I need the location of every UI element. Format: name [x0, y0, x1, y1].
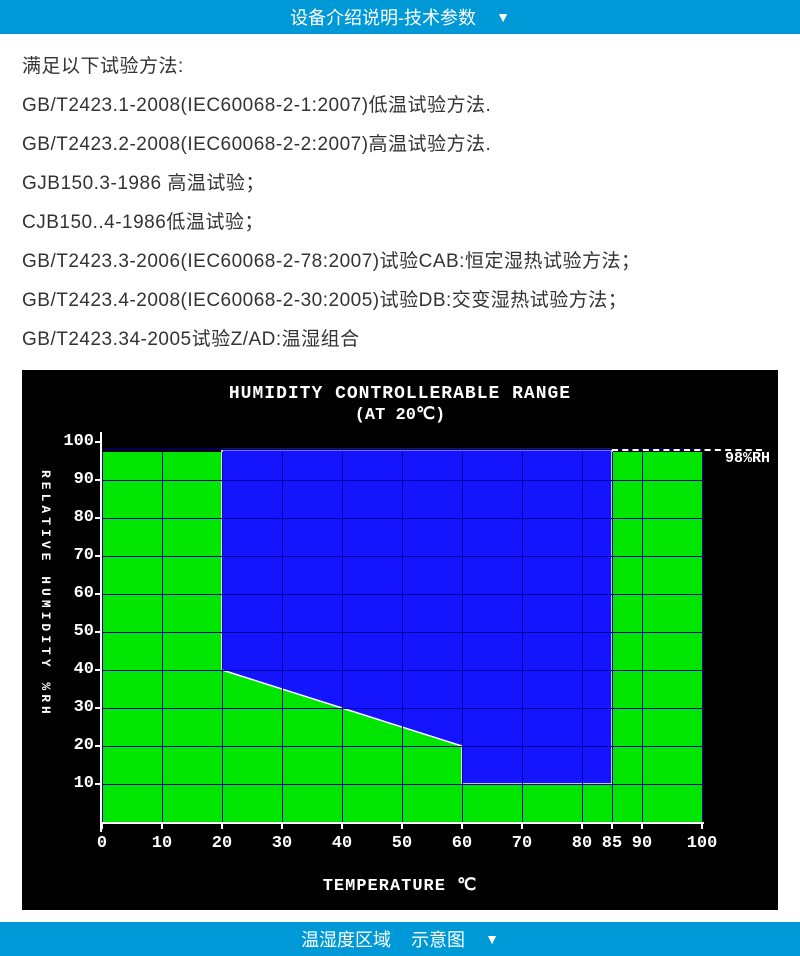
text-line: GJB150.3-1986 高温试验；	[22, 165, 778, 204]
header-title-b: 示意图	[411, 926, 465, 952]
text-line: CJB150..4-1986低温试验；	[22, 204, 778, 243]
section-header-specs[interactable]: 设备介绍说明-技术参数 ▼	[0, 0, 800, 34]
y-tick-label: 10	[54, 774, 94, 793]
x-tick-label: 20	[202, 834, 242, 853]
y-tick-label: 80	[54, 508, 94, 527]
plot-area: 102030405060708090100 010203040506070808…	[102, 442, 702, 822]
text-line: GB/T2423.34-2005试验Z/AD:温湿组合	[22, 321, 778, 360]
x-tick-label: 0	[82, 834, 122, 853]
chart-subtitle: (AT 20℃)	[22, 404, 778, 425]
text-line: GB/T2423.1-2008(IEC60068-2-1:2007)低温试验方法…	[22, 87, 778, 126]
chart-container: HUMIDITY CONTROLLERABLE RANGE (AT 20℃) 1…	[22, 370, 778, 910]
x-tick-label: 70	[502, 834, 542, 853]
y-axis-label: RELATIVE HUMIDITY %RH	[38, 470, 53, 718]
chart-title: HUMIDITY CONTROLLERABLE RANGE	[22, 370, 778, 404]
humidity-chart: HUMIDITY CONTROLLERABLE RANGE (AT 20℃) 1…	[22, 370, 778, 910]
y-tick-label: 50	[54, 622, 94, 641]
y-tick-label: 20	[54, 736, 94, 755]
y-tick-label: 40	[54, 660, 94, 679]
y-tick-label: 30	[54, 698, 94, 717]
text-line: GB/T2423.4-2008(IEC60068-2-30:2005)试验DB:…	[22, 282, 778, 321]
y-tick-label: 70	[54, 546, 94, 565]
y-tick-label: 60	[54, 584, 94, 603]
chevron-down-icon: ▼	[485, 931, 499, 947]
x-axis-label: TEMPERATURE ℃	[22, 875, 778, 896]
rh-annotation: 98%RH	[725, 450, 770, 467]
y-tick-label: 90	[54, 470, 94, 489]
x-tick-label: 40	[322, 834, 362, 853]
y-tick-label: 100	[54, 432, 94, 451]
x-tick-label: 60	[442, 834, 482, 853]
spec-text-block: 满足以下试验方法: GB/T2423.1-2008(IEC60068-2-1:2…	[0, 34, 800, 370]
text-line: GB/T2423.2-2008(IEC60068-2-2:2007)高温试验方法…	[22, 126, 778, 165]
header-title-a: 温湿度区域	[301, 926, 391, 952]
x-tick-label: 100	[682, 834, 722, 853]
text-line: 满足以下试验方法:	[22, 48, 778, 87]
text-line: GB/T2423.3-2006(IEC60068-2-78:2007)试验CAB…	[22, 243, 778, 282]
x-tick-label: 10	[142, 834, 182, 853]
section-header-diagram[interactable]: 温湿度区域 示意图 ▼	[0, 922, 800, 956]
x-tick-label: 90	[622, 834, 662, 853]
x-tick-label: 30	[262, 834, 302, 853]
chevron-down-icon: ▼	[496, 9, 510, 25]
x-tick-label: 50	[382, 834, 422, 853]
header-title: 设备介绍说明-技术参数	[290, 4, 476, 30]
